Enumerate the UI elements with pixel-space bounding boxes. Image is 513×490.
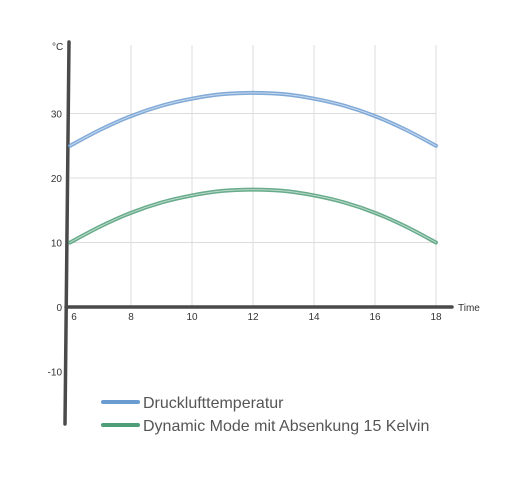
y-tick-label: 30 (51, 110, 63, 121)
x-tick-label: 12 (247, 312, 259, 323)
x-axis-title: Time (458, 303, 480, 314)
grid (70, 45, 437, 307)
x-tick-label: 14 (308, 312, 320, 323)
y-tick-label: -10 (48, 368, 63, 379)
tick-labels: 6 8 10 12 14 16 18 -10 0 10 20 30 (48, 110, 442, 379)
y-axis-unit-label: °C (52, 42, 63, 53)
axes: °C Time (52, 40, 480, 426)
x-tick-label: 6 (71, 312, 77, 323)
x-tick-label: 8 (128, 312, 134, 323)
series (68, 90, 438, 245)
x-tick-label: 18 (430, 312, 442, 323)
series-line-drucklufttemperatur (69, 92, 437, 147)
legend-label-dynamic-mode: Dynamic Mode mit Absenkung 15 Kelvin (143, 418, 429, 435)
y-axis-line (63, 40, 71, 426)
y-tick-label: 20 (51, 174, 63, 185)
y-tick-label: 10 (51, 239, 63, 250)
legend-label-drucklufttemperatur: Drucklufttemperatur (143, 395, 284, 412)
legend: Drucklufttemperatur Dynamic Mode mit Abs… (101, 395, 429, 435)
series-line-dynamic-mode (69, 189, 437, 243)
x-tick-label: 10 (186, 312, 198, 323)
y-tick-label: 0 (56, 303, 62, 314)
x-tick-label: 16 (369, 312, 381, 323)
